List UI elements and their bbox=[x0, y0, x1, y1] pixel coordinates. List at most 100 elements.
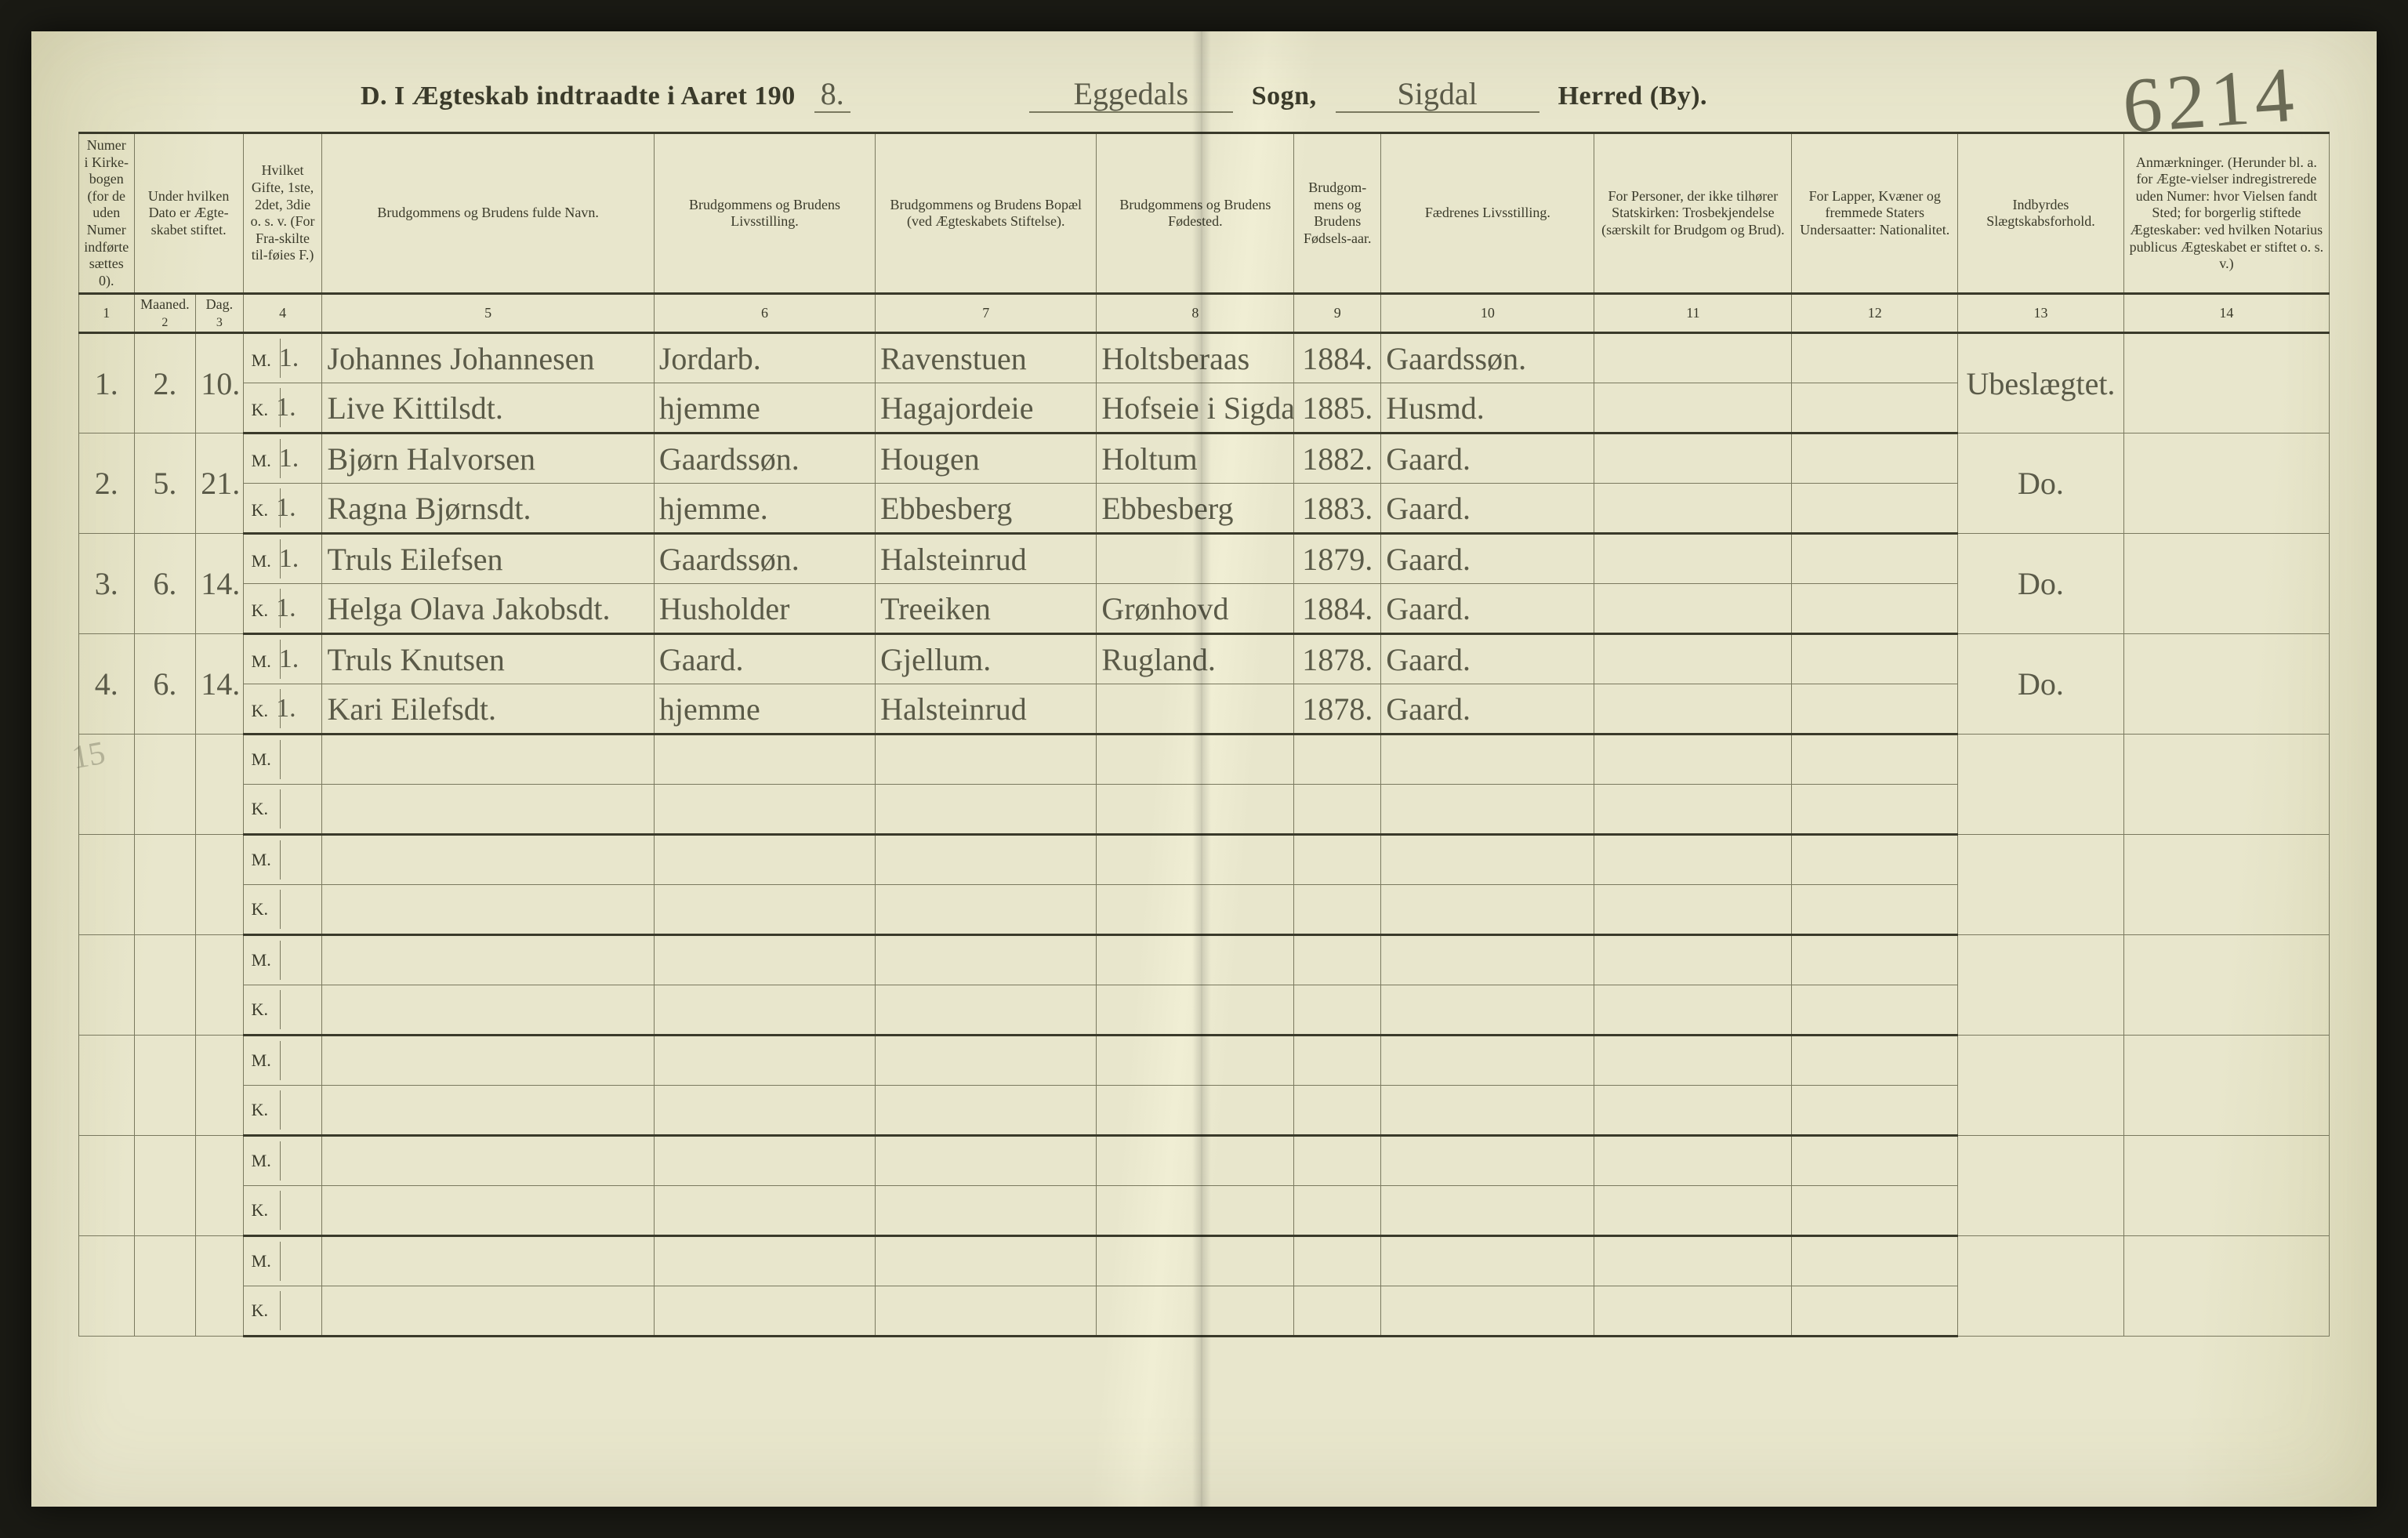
sogn-label: Sogn, bbox=[1252, 82, 1317, 111]
cell bbox=[654, 835, 875, 885]
cell bbox=[1097, 835, 1294, 885]
cell bbox=[1097, 1236, 1294, 1286]
cell bbox=[654, 1186, 875, 1236]
col-header: Brudgommens og Brudens Fødested. bbox=[1097, 133, 1294, 294]
cell bbox=[1792, 1186, 1958, 1236]
cell bbox=[1381, 835, 1594, 885]
cell bbox=[1594, 433, 1792, 484]
col-num: 5 bbox=[322, 294, 654, 333]
cell bbox=[1594, 1086, 1792, 1136]
col-num: 11 bbox=[1594, 294, 1792, 333]
cell bbox=[79, 1036, 135, 1136]
mk-cell: K. bbox=[243, 885, 322, 935]
cell bbox=[196, 1136, 243, 1236]
cell bbox=[2123, 1236, 2329, 1337]
cell: Gaard. bbox=[1381, 684, 1594, 735]
cell: Hofseie i Sigdal bbox=[1097, 383, 1294, 433]
entry-m-row: 3.6.14.M.1.Truls EilefsenGaardssøn.Halst… bbox=[79, 534, 2330, 584]
cell bbox=[1958, 835, 2124, 935]
entry-m-row: 4.6.14.M.1.Truls KnutsenGaard.Gjellum.Ru… bbox=[79, 634, 2330, 684]
cell bbox=[876, 985, 1097, 1036]
cell bbox=[654, 885, 875, 935]
cell bbox=[1792, 534, 1958, 584]
cell bbox=[2123, 333, 2329, 433]
cell: 1878. bbox=[1294, 634, 1381, 684]
cell bbox=[134, 935, 196, 1036]
cell: 5. bbox=[134, 433, 196, 534]
cell: Do. bbox=[1958, 534, 2124, 634]
cell bbox=[876, 1186, 1097, 1236]
cell: 6. bbox=[134, 634, 196, 735]
mk-cell: M. bbox=[243, 1236, 322, 1286]
cell bbox=[79, 935, 135, 1036]
marriage-register-table: Numer i Kirke-bogen (for de uden Numer i… bbox=[78, 132, 2330, 1337]
cell: Husholder bbox=[654, 584, 875, 634]
cell bbox=[1294, 735, 1381, 785]
cell bbox=[134, 1036, 196, 1136]
cell: Gjellum. bbox=[876, 634, 1097, 684]
cell: 1. bbox=[79, 333, 135, 433]
cell: 1885. bbox=[1294, 383, 1381, 433]
cell bbox=[654, 1086, 875, 1136]
cell bbox=[1381, 1136, 1594, 1186]
cell bbox=[654, 935, 875, 985]
cell: Hougen bbox=[876, 433, 1097, 484]
cell bbox=[196, 835, 243, 935]
cell bbox=[1294, 835, 1381, 885]
cell bbox=[1792, 1036, 1958, 1086]
cell bbox=[1792, 1236, 1958, 1286]
cell bbox=[1097, 534, 1294, 584]
col-num: 6 bbox=[654, 294, 875, 333]
cell bbox=[1594, 1236, 1792, 1286]
cell bbox=[1294, 985, 1381, 1036]
cell bbox=[1792, 1286, 1958, 1337]
empty-m-row: M. bbox=[79, 1236, 2330, 1286]
cell bbox=[1792, 735, 1958, 785]
cell bbox=[1958, 935, 2124, 1036]
cell bbox=[196, 1036, 243, 1136]
cell bbox=[1097, 1086, 1294, 1136]
col-sub: Dag.3 bbox=[196, 294, 243, 333]
cell: Hagajordeie bbox=[876, 383, 1097, 433]
cell bbox=[876, 1286, 1097, 1337]
sogn-value: Eggedals bbox=[1029, 78, 1233, 113]
cell bbox=[134, 835, 196, 935]
mk-cell: M. bbox=[243, 735, 322, 785]
cell bbox=[322, 1036, 654, 1086]
cell bbox=[1097, 684, 1294, 735]
cell bbox=[1381, 1186, 1594, 1236]
mk-cell: M.1. bbox=[243, 333, 322, 383]
cell bbox=[79, 1136, 135, 1236]
cell bbox=[196, 735, 243, 835]
col-num: 7 bbox=[876, 294, 1097, 333]
cell bbox=[1792, 634, 1958, 684]
col-sub: Maaned.2 bbox=[134, 294, 196, 333]
cell bbox=[1594, 1036, 1792, 1086]
cell bbox=[1381, 935, 1594, 985]
empty-m-row: M. bbox=[79, 1036, 2330, 1086]
cell bbox=[1792, 835, 1958, 885]
cell: 3. bbox=[79, 534, 135, 634]
cell bbox=[1294, 935, 1381, 985]
cell bbox=[322, 735, 654, 785]
cell bbox=[1097, 985, 1294, 1036]
cell: hjemme bbox=[654, 383, 875, 433]
cell bbox=[1958, 735, 2124, 835]
mk-cell: K.1. bbox=[243, 484, 322, 534]
cell bbox=[322, 1236, 654, 1286]
mk-cell: K.1. bbox=[243, 584, 322, 634]
cell bbox=[1381, 1236, 1594, 1286]
cell: 1884. bbox=[1294, 584, 1381, 634]
cell: 10. bbox=[196, 333, 243, 433]
cell bbox=[1097, 1286, 1294, 1337]
cell bbox=[2123, 433, 2329, 534]
col-header: For Lapper, Kvæner og fremmede Staters U… bbox=[1792, 133, 1958, 294]
cell bbox=[1594, 634, 1792, 684]
mk-cell: K. bbox=[243, 1286, 322, 1337]
table-head: Numer i Kirke-bogen (for de uden Numer i… bbox=[79, 133, 2330, 333]
cell bbox=[876, 1236, 1097, 1286]
year-blank: 8. bbox=[814, 78, 850, 113]
cell bbox=[654, 1036, 875, 1086]
cell bbox=[876, 735, 1097, 785]
cell bbox=[2123, 1136, 2329, 1236]
